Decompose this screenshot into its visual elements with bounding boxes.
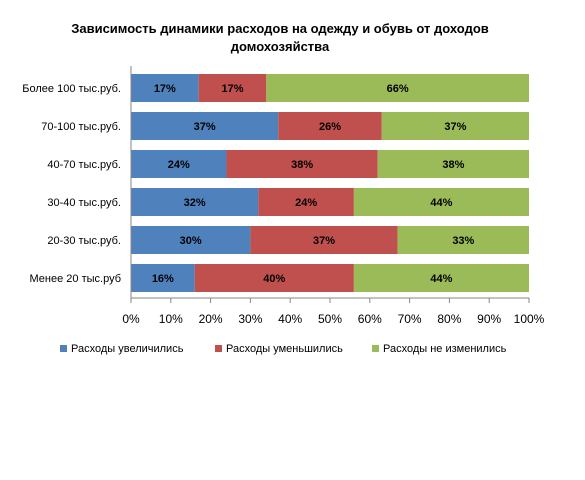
bar-segment: [131, 74, 199, 102]
data-label: 38%: [442, 159, 464, 171]
data-label: 17%: [221, 83, 243, 95]
bar-segment: [131, 264, 195, 292]
bar-segment: [131, 150, 227, 178]
data-label: 37%: [313, 235, 335, 247]
legend-item: Расходы увеличились: [60, 343, 184, 355]
category-label: Более 100 тыс.руб.: [22, 83, 121, 95]
data-label: 24%: [295, 197, 317, 209]
legend-label: Расходы не изменились: [383, 343, 507, 355]
bar-segment: [198, 74, 267, 102]
x-tick-label: 90%: [477, 312, 501, 326]
legend-swatch: [60, 345, 67, 352]
bar-segment: [353, 188, 529, 216]
data-label: 38%: [291, 159, 313, 171]
data-labels-layer: 17% 17% 66% 37% 26% 37% 24% 38% 38% 32% 24% 44% 30% 3…: [152, 83, 475, 285]
data-label: 66%: [387, 83, 409, 95]
bar-segment: [278, 112, 382, 140]
x-tick-label: 100%: [514, 312, 545, 326]
category-label: Менее 20 тыс.руб: [30, 273, 121, 285]
bar-segment: [194, 264, 354, 292]
data-label: 17%: [154, 83, 176, 95]
category-label: 70-100 тыс.руб.: [41, 121, 121, 133]
x-tick-label: 30%: [238, 312, 262, 326]
legend-swatch: [372, 345, 379, 352]
x-axis: 0% 10% 20% 30% 40% 50% 60% 70% 80% 90% 100%: [122, 297, 545, 326]
bar-segment: [377, 150, 529, 178]
data-label: 37%: [194, 121, 216, 133]
legend-label: Расходы увеличились: [71, 343, 184, 355]
data-label: 32%: [184, 197, 206, 209]
chart-title: Зависимость динамики расходов на одежду …: [71, 21, 489, 54]
x-tick-label: 0%: [122, 312, 140, 326]
x-tick-label: 50%: [318, 312, 342, 326]
category-label: 30-40 тыс.руб.: [47, 197, 121, 209]
x-tick-label: 80%: [437, 312, 461, 326]
bar-segment: [397, 226, 529, 254]
legend: Расходы увеличились Расходы уменьшились Ра…: [60, 343, 507, 355]
x-tick-label: 40%: [278, 312, 302, 326]
bar-segment: [131, 112, 279, 140]
data-label: 40%: [263, 273, 285, 285]
bar-segment: [266, 74, 529, 102]
data-label: 16%: [152, 273, 174, 285]
data-label: 30%: [180, 235, 202, 247]
category-axis: Более 100 тыс.руб. 70-100 тыс.руб. 40-70 т…: [22, 66, 132, 298]
legend-item: Расходы уменьшились: [215, 343, 343, 355]
x-tick-label: 10%: [159, 312, 183, 326]
bar-segment: [353, 264, 529, 292]
data-label: 44%: [430, 273, 452, 285]
bar-segment: [226, 150, 378, 178]
category-label: 40-70 тыс.руб.: [47, 159, 121, 171]
data-label: 37%: [444, 121, 466, 133]
bars-layer: [131, 74, 529, 292]
legend-swatch: [215, 345, 222, 352]
data-label: 33%: [452, 235, 474, 247]
x-tick-label: 70%: [398, 312, 422, 326]
x-tick-label: 20%: [199, 312, 223, 326]
bar-segment: [258, 188, 354, 216]
data-label: 26%: [319, 121, 341, 133]
bar-segment: [250, 226, 398, 254]
bar-segment: [131, 188, 259, 216]
category-label: 20-30 тыс.руб.: [47, 235, 121, 247]
data-label: 44%: [430, 197, 452, 209]
legend-item: Расходы не изменились: [372, 343, 507, 355]
legend-label: Расходы уменьшились: [226, 343, 343, 355]
data-label: 24%: [168, 159, 190, 171]
bar-segment: [381, 112, 529, 140]
x-tick-label: 60%: [358, 312, 382, 326]
bar-segment: [131, 226, 251, 254]
